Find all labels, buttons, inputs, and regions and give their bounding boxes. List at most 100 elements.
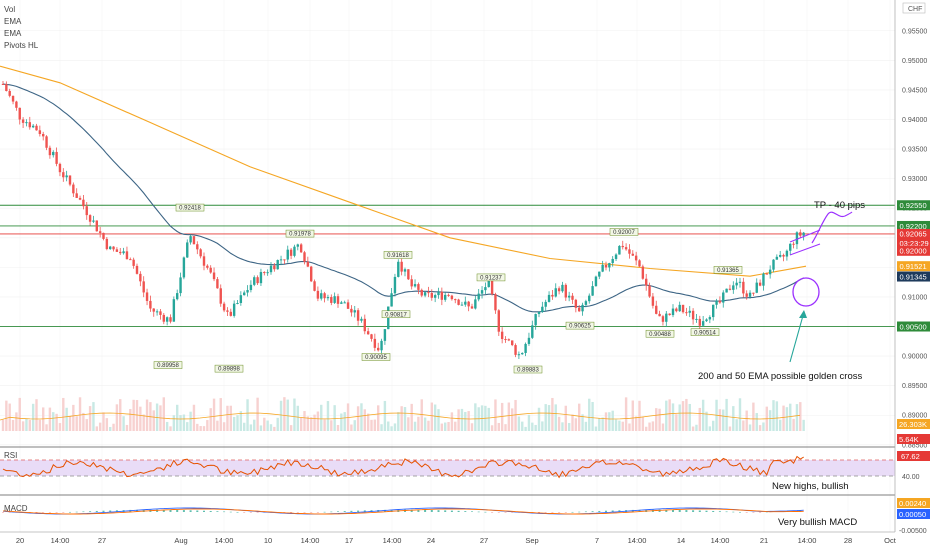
candle-body bbox=[467, 301, 470, 307]
volume-bar bbox=[75, 416, 78, 431]
volume-bar bbox=[454, 421, 457, 431]
candle-body bbox=[31, 125, 35, 128]
volume-bar bbox=[758, 425, 762, 431]
macd-histogram-bar bbox=[732, 511, 735, 513]
candle-body bbox=[52, 151, 55, 156]
candle-body bbox=[745, 293, 748, 297]
candle-body bbox=[222, 303, 226, 311]
volume-bar bbox=[685, 398, 688, 431]
candle-body bbox=[273, 265, 276, 270]
candle-body bbox=[353, 310, 356, 313]
macd-histogram-bar bbox=[62, 512, 65, 513]
volume-bar bbox=[219, 398, 222, 431]
candle-body bbox=[176, 293, 179, 300]
volume-bar bbox=[732, 406, 735, 431]
y-tick-label: 0.88500 bbox=[902, 442, 927, 449]
candle-body bbox=[129, 259, 132, 261]
macd-histogram-bar bbox=[223, 511, 226, 513]
candle-body bbox=[608, 263, 611, 268]
candle-body bbox=[38, 130, 42, 134]
candle-body bbox=[447, 294, 450, 296]
macd-histogram-bar bbox=[484, 511, 487, 513]
volume-bar bbox=[353, 420, 356, 431]
candle-body bbox=[440, 291, 444, 300]
candle-body bbox=[457, 299, 460, 305]
candle-body bbox=[547, 294, 551, 302]
x-tick-label: 14:00 bbox=[301, 536, 320, 545]
candle-body bbox=[85, 206, 88, 216]
candle-body bbox=[762, 273, 765, 286]
volume-bar bbox=[514, 399, 517, 431]
y-tick-label: 0.93500 bbox=[902, 147, 927, 154]
candle-body bbox=[802, 232, 805, 236]
candle-body bbox=[417, 284, 420, 290]
macd-label: MACD bbox=[4, 504, 28, 513]
volume-bar bbox=[467, 411, 470, 431]
macd-histogram-bar bbox=[303, 512, 306, 513]
candle-body bbox=[742, 281, 745, 294]
candle-body bbox=[571, 295, 574, 300]
candle-body bbox=[758, 282, 762, 286]
candle-body bbox=[477, 293, 480, 300]
volume-bar bbox=[52, 412, 55, 431]
golden-cross-arrowhead bbox=[799, 310, 807, 318]
golden-cross-arrow bbox=[789, 311, 805, 363]
macd-histogram-bar bbox=[437, 510, 440, 512]
candle-body bbox=[705, 319, 708, 322]
volume-bar bbox=[547, 405, 551, 431]
volume-bar bbox=[253, 419, 256, 431]
volume-bar bbox=[303, 411, 306, 431]
volume-bar bbox=[397, 412, 400, 431]
volume-bar bbox=[410, 403, 413, 431]
volume-bar bbox=[85, 419, 88, 431]
macd-histogram-bar bbox=[82, 511, 85, 513]
volume-bar bbox=[273, 426, 276, 431]
macd-annotation: Very bullish MACD bbox=[778, 517, 857, 528]
candle-body bbox=[514, 345, 517, 355]
candle-body bbox=[521, 352, 524, 355]
volume-bar bbox=[745, 410, 748, 431]
macd-histogram-bar bbox=[464, 511, 467, 512]
candle-body bbox=[249, 284, 253, 291]
macd-histogram-bar bbox=[497, 512, 500, 513]
volume-bar bbox=[95, 426, 98, 431]
volume-bar bbox=[655, 408, 658, 431]
golden-cross-annotation: 200 and 50 EMA possible golden cross bbox=[698, 371, 862, 382]
candle-body bbox=[383, 329, 387, 341]
candle-body bbox=[42, 133, 45, 137]
rsi-line bbox=[2, 455, 804, 479]
price-badge-text: 0.92000 bbox=[900, 247, 927, 256]
candle-body bbox=[393, 276, 397, 294]
price-badge bbox=[897, 220, 930, 231]
candle-body bbox=[591, 286, 594, 296]
volume-bar bbox=[497, 422, 500, 431]
volume-bar bbox=[209, 408, 212, 431]
channel-line-bottom bbox=[789, 243, 821, 256]
pivot-label: 0.90095 bbox=[365, 355, 387, 361]
volume-bar bbox=[112, 423, 115, 431]
volume-bar bbox=[474, 403, 477, 431]
volume-bar bbox=[289, 425, 293, 431]
candle-body bbox=[142, 281, 145, 293]
volume-bar bbox=[293, 398, 296, 431]
candle-body bbox=[363, 318, 366, 332]
macd-histogram-bar bbox=[665, 509, 668, 512]
candle-body bbox=[1, 83, 5, 85]
rsi-path bbox=[2, 455, 804, 479]
macd-histogram-bar bbox=[504, 512, 507, 513]
candle-body bbox=[68, 175, 72, 185]
volume-bar bbox=[316, 411, 320, 431]
price-badge bbox=[897, 321, 930, 332]
volume-bar bbox=[72, 404, 75, 431]
candle-body bbox=[782, 254, 785, 257]
ema-50-line bbox=[2, 83, 804, 313]
volume-bar bbox=[98, 422, 102, 431]
volume-bar bbox=[393, 423, 397, 431]
candle-body bbox=[410, 279, 413, 287]
volume-last-value: 5.64K bbox=[899, 435, 919, 444]
macd-histogram-bar bbox=[538, 512, 540, 513]
candle-body bbox=[340, 302, 343, 304]
candle-body bbox=[139, 273, 142, 282]
pivot-box bbox=[361, 353, 391, 361]
y-tick-label: 0.89500 bbox=[902, 383, 927, 390]
